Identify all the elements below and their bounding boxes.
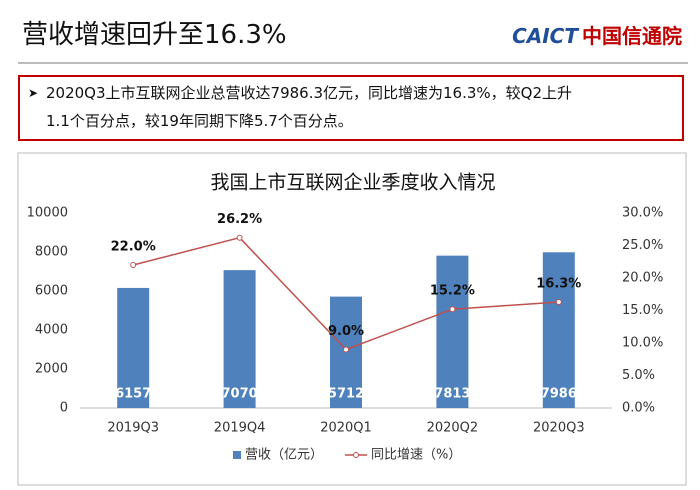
y2-tick-label: 30.0%	[622, 206, 663, 221]
bar-label: 5712	[328, 387, 364, 402]
y2-tick-label: 15.0%	[622, 303, 663, 318]
line-marker	[555, 299, 562, 306]
legend-swatch	[353, 452, 360, 458]
y2-tick-label: 20.0%	[622, 271, 663, 286]
line-label: 26.2%	[217, 212, 262, 227]
y-tick-label: 0	[60, 401, 68, 416]
x-tick-label: 2020Q2	[427, 421, 479, 436]
x-tick-label: 2019Q3	[107, 421, 159, 436]
y-tick-label: 8000	[35, 245, 68, 260]
line-label: 9.0%	[328, 324, 364, 339]
slide-title: 营收增速回升至16.3%	[22, 20, 287, 50]
x-tick-label: 2020Q1	[320, 421, 372, 436]
y2-tick-label: 25.0%	[622, 238, 663, 253]
y2-tick-label: 5.0%	[622, 368, 655, 383]
line-marker	[449, 306, 456, 313]
y-tick-label: 10000	[27, 206, 68, 221]
line-marker	[130, 262, 137, 268]
bullet-line: 2020Q3上市互联网企业总营收达7986.3亿元，同比增速为16.3%，较Q2…	[46, 84, 573, 102]
y2-tick-label: 10.0%	[622, 336, 663, 351]
line-label: 22.0%	[111, 240, 156, 255]
x-tick-label: 2019Q4	[214, 421, 266, 436]
bullet-line: 1.1个百分点，较19年同期下降5.7个百分点。	[46, 112, 353, 130]
logo-cn: 中国信通院	[582, 24, 682, 48]
y-tick-label: 4000	[35, 323, 68, 338]
line-label: 16.3%	[536, 277, 581, 292]
bar-label: 7813	[434, 387, 470, 402]
chart-title: 我国上市互联网企业季度收入情况	[210, 172, 495, 194]
y2-tick-label: 0.0%	[622, 401, 655, 416]
bar	[223, 270, 256, 408]
x-tick-label: 2020Q3	[533, 421, 585, 436]
bar-label: 7070	[222, 387, 258, 402]
bar	[542, 252, 575, 408]
legend-swatch	[233, 451, 241, 459]
logo: CAICT 中国信通院	[512, 20, 682, 49]
chart-frame	[17, 152, 687, 486]
line-label: 15.2%	[430, 284, 475, 299]
bullet-arrow: ➤	[28, 86, 39, 100]
line-marker	[236, 234, 243, 241]
bar	[117, 287, 150, 408]
bar	[436, 255, 469, 408]
bullet-box: ➤ 2020Q3上市互联网企业总营收达7986.3亿元，同比增速为16.3%，较…	[18, 75, 684, 141]
line-marker	[343, 346, 349, 353]
divider	[18, 62, 688, 64]
y-tick-label: 2000	[35, 362, 68, 377]
legend-label: 同比增速（%）	[371, 448, 461, 463]
bar-label: 7986	[541, 387, 577, 402]
legend-label: 营收（亿元）	[245, 448, 323, 463]
logo-en: CAICT	[512, 24, 578, 48]
bar-label: 6157	[115, 387, 151, 402]
y-tick-label: 6000	[35, 284, 68, 299]
